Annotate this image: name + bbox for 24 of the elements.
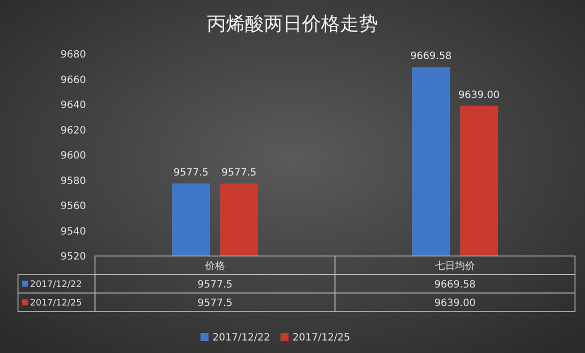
data-label: 9639.00 — [434, 298, 476, 309]
y-tick-label: 9580 — [60, 176, 86, 187]
data-label: 9669.58 — [434, 279, 476, 290]
x-tick-label: 价格 — [204, 260, 225, 272]
text: 9639.00 — [458, 90, 500, 101]
text: 9577.5 — [174, 167, 208, 178]
legend-label: 2017/12/25 — [292, 332, 350, 344]
text: 9669.58 — [410, 51, 452, 62]
text: 2017/12/25 — [30, 298, 82, 308]
y-tick-label: 9520 — [60, 252, 86, 262]
y-tick-label: 9560 — [60, 201, 86, 212]
data-label: 9577.5 — [198, 279, 232, 290]
y-tick-label: 9600 — [60, 150, 86, 162]
y-tick-label: 9680 — [60, 50, 86, 60]
y-tick-label: 9640 — [60, 100, 86, 111]
text: 2017/12/22 — [30, 280, 82, 290]
chart-title: 丙烯酸两日价格走势 — [207, 13, 378, 35]
x-tick-label: 七日均价 — [435, 260, 475, 272]
y-tick-label: 9660 — [60, 74, 86, 86]
y-tick-label: 9620 — [60, 125, 86, 136]
text: 9577.5 — [222, 167, 256, 178]
y-tick-label: 9540 — [60, 226, 86, 238]
data-label: 9577.5 — [198, 298, 232, 309]
legend-label: 2017/12/22 — [212, 332, 270, 344]
